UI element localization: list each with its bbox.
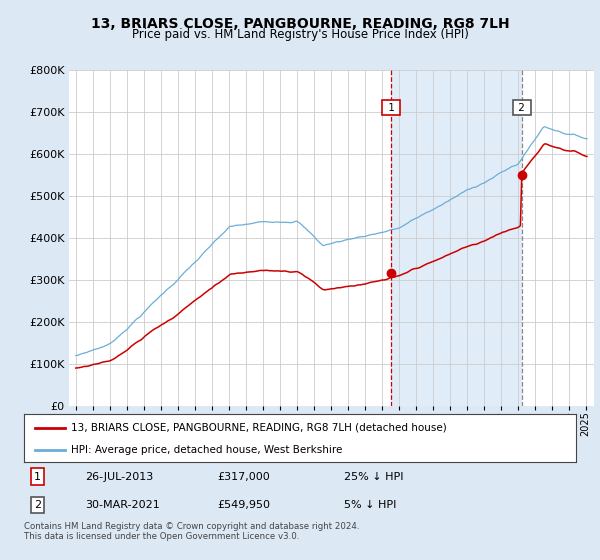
Text: 30-MAR-2021: 30-MAR-2021	[85, 500, 160, 510]
Text: 1: 1	[385, 103, 398, 113]
Text: 2: 2	[34, 500, 41, 510]
Text: 2: 2	[515, 103, 529, 113]
Text: 13, BRIARS CLOSE, PANGBOURNE, READING, RG8 7LH (detached house): 13, BRIARS CLOSE, PANGBOURNE, READING, R…	[71, 423, 446, 433]
Text: 1: 1	[34, 472, 41, 482]
Text: 25% ↓ HPI: 25% ↓ HPI	[344, 472, 404, 482]
Text: 26-JUL-2013: 26-JUL-2013	[85, 472, 153, 482]
Text: HPI: Average price, detached house, West Berkshire: HPI: Average price, detached house, West…	[71, 445, 342, 455]
Text: 5% ↓ HPI: 5% ↓ HPI	[344, 500, 397, 510]
Text: 13, BRIARS CLOSE, PANGBOURNE, READING, RG8 7LH: 13, BRIARS CLOSE, PANGBOURNE, READING, R…	[91, 17, 509, 31]
Text: Price paid vs. HM Land Registry's House Price Index (HPI): Price paid vs. HM Land Registry's House …	[131, 28, 469, 41]
Text: Contains HM Land Registry data © Crown copyright and database right 2024.
This d: Contains HM Land Registry data © Crown c…	[24, 522, 359, 542]
Bar	[391, 70, 522, 406]
Text: £317,000: £317,000	[217, 472, 270, 482]
Text: £549,950: £549,950	[217, 500, 270, 510]
